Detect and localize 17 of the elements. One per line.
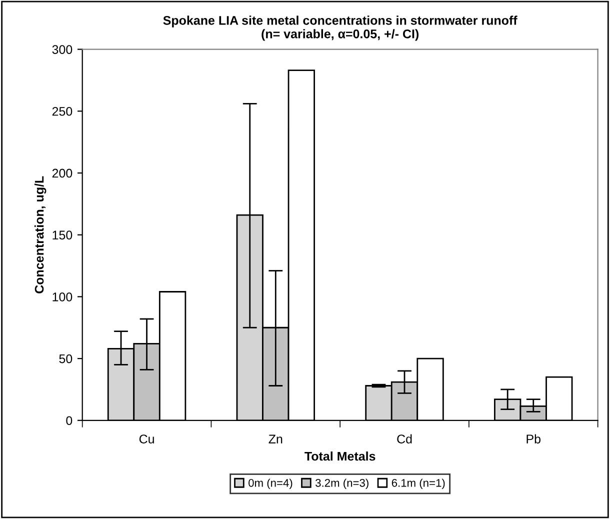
chart-title: Spokane LIA site metal concentrations in stormwater runoff (n= variable, α=0.05, +/- CI) [163, 16, 518, 41]
y-tick-label: 50 [59, 354, 72, 364]
y-tick-label: 250 [52, 106, 72, 116]
x-tick-label: Zn [268, 434, 282, 444]
x-tick-label: Cu [139, 434, 154, 444]
y-tick-label: 0 [66, 416, 72, 426]
x-tick-label: Cd [397, 434, 412, 444]
x-axis-title: Total Metals [304, 451, 376, 461]
x-tick-label: Pb [526, 434, 540, 444]
legend-label: 6.1m (n=1) [392, 478, 445, 490]
y-tick-label: 100 [52, 292, 72, 302]
legend-label: 0m (n=4) [248, 478, 292, 490]
y-tick-label: 150 [52, 230, 72, 240]
legend-label: 3.2m (n=3) [316, 478, 368, 490]
y-tick-label: 300 [52, 45, 72, 54]
y-axis-title: Concentration, ug/L [34, 176, 46, 294]
y-tick-label: 200 [52, 168, 72, 178]
